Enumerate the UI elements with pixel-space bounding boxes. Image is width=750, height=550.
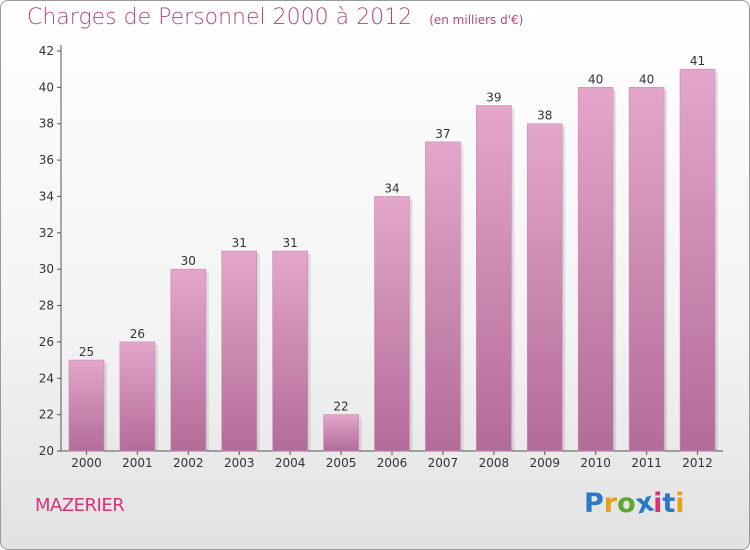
x-tick-label: 2008 xyxy=(479,456,510,470)
y-tick-label: 22 xyxy=(39,408,54,422)
data-label: 31 xyxy=(283,236,298,250)
y-tick-label: 38 xyxy=(39,117,54,131)
y-tick-label: 30 xyxy=(39,262,54,276)
logo-letter: i xyxy=(653,488,663,519)
x-tick-label: 2006 xyxy=(377,456,408,470)
bar-2000 xyxy=(68,359,105,452)
y-tick-label: 32 xyxy=(39,226,54,240)
data-label: 41 xyxy=(690,54,705,68)
data-label: 25 xyxy=(79,345,94,359)
y-tick-label: 20 xyxy=(39,444,54,458)
bars xyxy=(68,68,719,452)
logo-letter: o xyxy=(617,488,636,519)
y-tick-label: 36 xyxy=(39,153,54,167)
bar-2004 xyxy=(272,250,308,452)
data-label: 40 xyxy=(588,72,603,86)
data-label: 34 xyxy=(384,181,399,195)
y-tick-label: 40 xyxy=(39,80,54,94)
bar-2009 xyxy=(526,123,563,452)
logo-letter: t xyxy=(662,488,676,519)
title-row: Charges de Personnel 2000 à 2012 (en mil… xyxy=(27,5,523,30)
bar-2006 xyxy=(374,196,410,452)
data-label: 30 xyxy=(181,254,196,268)
bar-2001 xyxy=(119,341,156,452)
y-tick-label: 28 xyxy=(39,299,54,313)
proxiti-logo[interactable]: Proxiti xyxy=(584,487,685,521)
logo-letter: i xyxy=(675,488,685,519)
data-label: 39 xyxy=(486,91,501,105)
commune-name: MAZERIER xyxy=(35,495,125,516)
axes: 20 22 24 26 28 30 32 34 36 38 40 42 2000 2001 2002 2003… xyxy=(39,44,723,470)
x-tick-label: 2000 xyxy=(71,456,102,470)
logo-letter: r xyxy=(603,488,618,519)
bar-2010 xyxy=(577,87,614,452)
x-tick-label: 2002 xyxy=(173,456,204,470)
bar-2012 xyxy=(679,68,716,452)
bar-2008 xyxy=(476,105,512,452)
x-tick-label: 2009 xyxy=(529,456,560,470)
x-tick-label: 2012 xyxy=(682,456,713,470)
data-label: 40 xyxy=(639,72,654,86)
chart-subtitle: (en milliers d'€) xyxy=(429,13,524,27)
y-tick-label: 42 xyxy=(39,44,54,58)
data-label: 26 xyxy=(130,327,145,341)
logo-letter: P xyxy=(584,488,604,519)
x-tick-label: 2001 xyxy=(122,456,153,470)
x-tick-label: 2004 xyxy=(275,456,306,470)
bar-2002 xyxy=(170,268,207,452)
x-tick-label: 2003 xyxy=(224,456,255,470)
data-label: 31 xyxy=(232,236,247,250)
data-label: 22 xyxy=(333,400,348,414)
x-tick-label: 2007 xyxy=(428,456,459,470)
x-tick-label: 2011 xyxy=(631,456,662,470)
chart-title: Charges de Personnel 2000 à 2012 xyxy=(27,5,413,30)
bar-2007 xyxy=(425,141,461,452)
data-label: 37 xyxy=(435,127,450,141)
y-tick-label: 24 xyxy=(39,371,54,385)
x-tick-label: 2005 xyxy=(326,456,357,470)
x-tick-label: 2010 xyxy=(580,456,611,470)
y-tick-label: 26 xyxy=(39,335,54,349)
data-label: 38 xyxy=(537,109,552,123)
y-tick-label: 34 xyxy=(39,189,54,203)
bar-2005 xyxy=(323,414,359,452)
data-labels: 25 26 30 31 31 22 34 37 39 38 40 40 41 xyxy=(79,54,705,413)
bar-2003 xyxy=(221,250,258,452)
bar-2011 xyxy=(628,87,665,452)
